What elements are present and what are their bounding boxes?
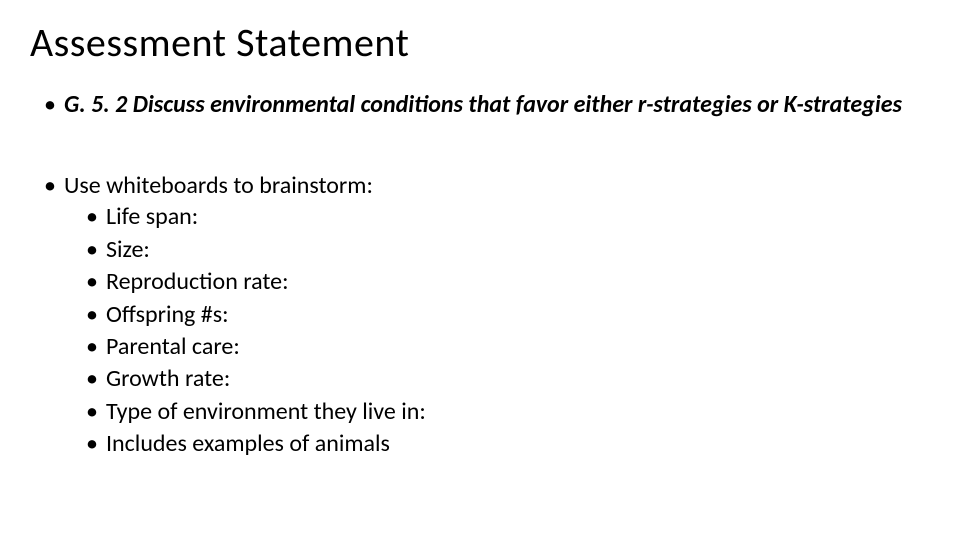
bullet-icon: •	[86, 234, 106, 266]
sub-bullet-text: Reproduction rate:	[106, 266, 289, 298]
sub-bullet-item: • Offspring #s:	[86, 299, 930, 331]
bullet-icon: •	[86, 201, 106, 233]
bullet-icon: •	[86, 396, 106, 428]
sub-bullet-text: Size:	[106, 234, 150, 266]
sub-bullet-item: • Growth rate:	[86, 363, 930, 395]
sub-bullet-text: Includes examples of animals	[106, 428, 390, 460]
bullet-icon: •	[86, 331, 106, 363]
sub-bullet-item: • Includes examples of animals	[86, 428, 930, 460]
main-bullet-1-text: G. 5. 2 Discuss environmental conditions…	[64, 89, 902, 120]
sub-bullet-list: • Life span: • Size: • Reproduction rate…	[44, 201, 930, 460]
bullet-icon: •	[44, 170, 64, 201]
sub-bullet-text: Growth rate:	[106, 363, 230, 395]
sub-bullet-text: Type of environment they live in:	[106, 396, 426, 428]
sub-bullet-text: Life span:	[106, 201, 198, 233]
bullet-icon: •	[86, 299, 106, 331]
spacer	[44, 120, 930, 170]
bullet-icon: •	[86, 266, 106, 298]
sub-bullet-text: Offspring #s:	[106, 299, 229, 331]
sub-bullet-item: • Size:	[86, 234, 930, 266]
slide-body: • G. 5. 2 Discuss environmental conditio…	[30, 89, 930, 461]
slide-title: Assessment Statement	[30, 18, 930, 67]
sub-bullet-item: • Reproduction rate:	[86, 266, 930, 298]
main-bullet-1: • G. 5. 2 Discuss environmental conditio…	[44, 89, 930, 120]
bullet-icon: •	[86, 428, 106, 460]
sub-bullet-item: • Parental care:	[86, 331, 930, 363]
bullet-icon: •	[86, 363, 106, 395]
sub-bullet-item: • Life span:	[86, 201, 930, 233]
bullet-icon: •	[44, 89, 64, 120]
main-bullet-2-text: Use whiteboards to brainstorm:	[64, 170, 373, 201]
sub-bullet-text: Parental care:	[106, 331, 240, 363]
main-bullet-2: • Use whiteboards to brainstorm:	[44, 170, 930, 201]
sub-bullet-item: • Type of environment they live in:	[86, 396, 930, 428]
